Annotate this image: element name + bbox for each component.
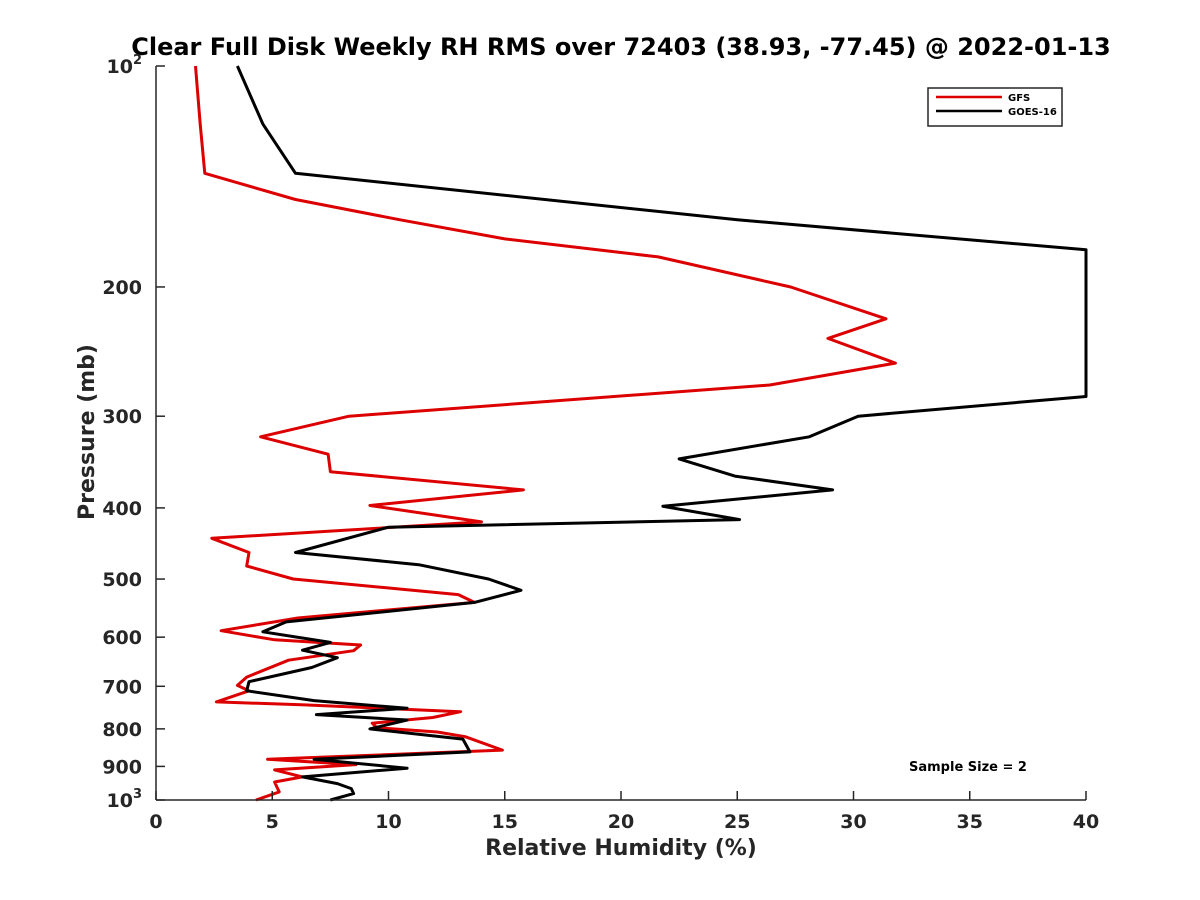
legend-box xyxy=(927,87,1063,127)
x-tick-label: 0 xyxy=(149,811,162,833)
y-tick-label: 400 xyxy=(102,498,142,520)
y-axis-label: Pressure (mb) xyxy=(75,344,100,520)
x-tick-label: 30 xyxy=(840,811,866,833)
plot-area: 0 5 10 15 20 25 30 35 40102200300400500600700800… xyxy=(102,53,1099,833)
y-tick-label: 300 xyxy=(102,406,142,428)
x-tick-label: 20 xyxy=(608,811,634,833)
x-tick-label: 25 xyxy=(724,811,750,833)
y-tick-label: 900 xyxy=(102,756,142,778)
x-axis-label: Relative Humidity (%) xyxy=(485,836,757,861)
series-line-goes-16 xyxy=(236,65,1088,802)
x-tick-label: 5 xyxy=(266,811,279,833)
x-tick-label: 15 xyxy=(492,811,518,833)
sample-size-annotation: Sample Size = 2 xyxy=(909,760,1027,775)
chart-title: Clear Full Disk Weekly RH RMS over 72403… xyxy=(131,33,1111,61)
series-line-gfs xyxy=(194,65,897,802)
x-tick-label: 10 xyxy=(375,811,401,833)
y-tick-label: 500 xyxy=(102,569,142,591)
legend-label: GFS xyxy=(1008,93,1030,104)
y-tick-label: 700 xyxy=(102,676,142,698)
y-tick-label: 800 xyxy=(102,719,142,741)
y-tick-label: 200 xyxy=(102,277,142,299)
legend: GFS GOES-16 xyxy=(927,87,1063,127)
x-tick-label: 40 xyxy=(1073,811,1099,833)
y-tick-label: 600 xyxy=(102,627,142,649)
legend-label: GOES-16 xyxy=(1008,107,1057,118)
x-tick-label: 35 xyxy=(957,811,983,833)
